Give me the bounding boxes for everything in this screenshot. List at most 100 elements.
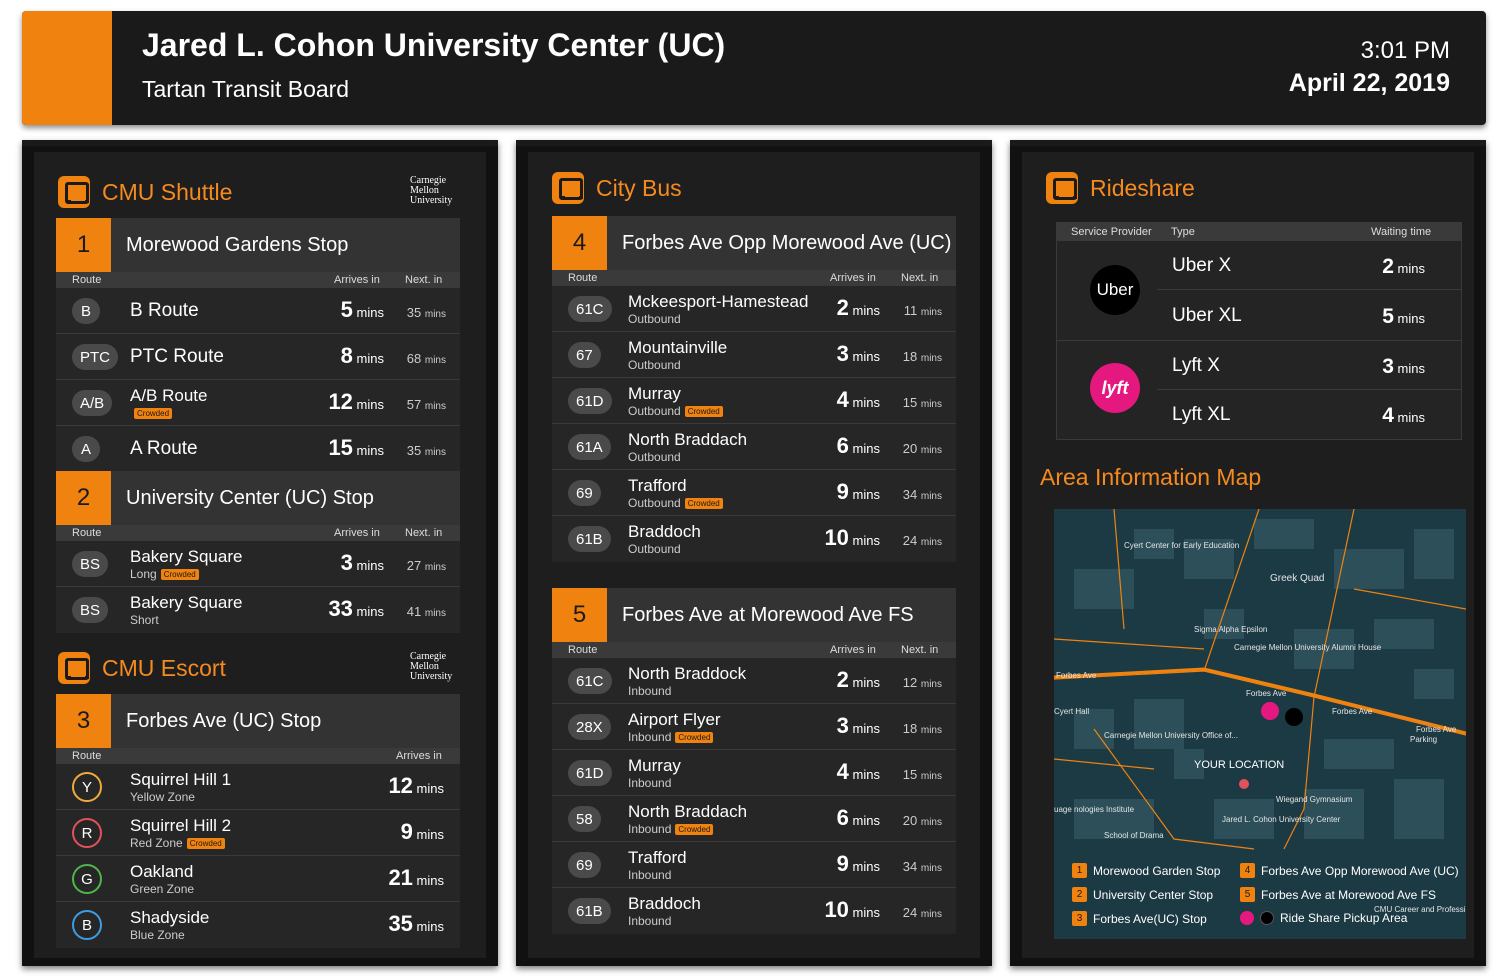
route-row[interactable]: B Shadyside Blue Zone 35 mins (56, 902, 460, 948)
next-arrival: 41 mins (396, 604, 446, 619)
route-name: Squirrel Hill 1 (130, 770, 232, 789)
arrival-unit: mins (356, 305, 384, 320)
route-row[interactable]: 69 Trafford Inbound 9 mins 34 mins (552, 842, 956, 888)
next-value: 35 (406, 443, 422, 458)
route-row[interactable]: 67 Mountainville Outbound 3 mins 18 mins (552, 332, 956, 378)
route-direction: Inbound (628, 868, 672, 882)
route-row[interactable]: 61B Braddoch Outbound 10 mins 24 mins (552, 516, 956, 562)
route-name: Airport Flyer (628, 710, 721, 729)
route-row[interactable]: 61D Murray Outbound Crowded 4 mins 15 mins (552, 378, 956, 424)
arrival-value: 3 (836, 713, 849, 738)
arrival-time: 15 mins (314, 435, 384, 461)
map-label-career: CMU Career and Professional... (1374, 905, 1466, 914)
arrival-value: 12 (388, 773, 413, 798)
route-row[interactable]: G Oakland Green Zone 21 mins (56, 856, 460, 902)
route-row[interactable]: 28X Airport Flyer Inbound Crowded 3 mins 18 m… (552, 704, 956, 750)
citybus-panel-inner: City Bus 4 Forbes Ave Opp Morewood Ave (U… (528, 152, 980, 958)
next-value: 24 (902, 533, 918, 548)
arrival-unit: mins (356, 351, 384, 366)
route-row[interactable]: 61A North Braddach Outbound 6 mins 20 mins (552, 424, 956, 470)
route-code-badge: 69 (568, 480, 601, 506)
map-label-wiegand: Wiegand Gymnasium (1276, 795, 1353, 804)
ride-row[interactable]: Uber XL 5 mins (1157, 291, 1461, 340)
route-subtitle: Inbound Crowded (628, 730, 714, 744)
next-unit: mins (920, 491, 942, 502)
route-subtitle: Outbound Crowded (628, 404, 723, 418)
provider-divider (1057, 340, 1461, 341)
next-arrival: 34 mins (892, 487, 942, 502)
map-label-office: Carnegie Mellon University Office of... (1104, 731, 1239, 740)
arrival-time: 33 mins (314, 596, 384, 622)
route-name: Murray (628, 384, 681, 403)
next-value: 68 (406, 351, 422, 366)
route-row[interactable]: BS Bakery Square Short 33 mins 41 mins (56, 587, 460, 633)
stop-number-badge: 2 (56, 471, 111, 525)
zone-badge: G (72, 864, 102, 894)
route-row[interactable]: A/B A/B Route Crowded 12 mins 57 mins (56, 380, 460, 426)
route-direction: Outbound (628, 404, 681, 418)
legend-item: 3 Forbes Ave(UC) Stop (1072, 911, 1207, 926)
route-row[interactable]: R Squirrel Hill 2 Red Zone Crowded 9 mins (56, 810, 460, 856)
route-subtitle: Outbound (628, 358, 681, 372)
route-direction: Inbound (628, 730, 672, 744)
route-row[interactable]: 61B Braddoch Inbound 10 mins 24 mins (552, 888, 956, 934)
next-value: 15 (902, 395, 918, 410)
next-value: 20 (902, 441, 918, 456)
next-arrival: 12 mins (892, 675, 942, 690)
citybus-title: City Bus (596, 174, 682, 201)
arrival-value: 3 (836, 341, 849, 366)
col-route: Route (568, 644, 598, 656)
route-row[interactable]: 61D Murray Inbound 4 mins 15 mins (552, 750, 956, 796)
arrival-unit: mins (356, 604, 384, 619)
header-accent (22, 11, 112, 125)
route-subtitle: Outbound (628, 542, 681, 556)
map-label-cyert: Cyert Center for Early Education (1124, 541, 1240, 550)
arrival-value: 6 (836, 805, 849, 830)
route-row[interactable]: BS Bakery Square Long Crowded 3 mins 27 mins (56, 541, 460, 587)
map-label-forbes: Forbes Ave (1056, 671, 1097, 680)
arrival-value: 2 (836, 667, 849, 692)
route-row[interactable]: 69 Trafford Outbound Crowded 9 mins 34 mins (552, 470, 956, 516)
next-value: 18 (902, 349, 918, 364)
rideshare-table: Service Provider Type Waiting time Uber … (1056, 222, 1462, 440)
next-unit: mins (920, 537, 942, 548)
route-row[interactable]: 61C North Braddock Inbound 2 mins 12 mins (552, 658, 956, 704)
route-name: Mountainville (628, 338, 728, 357)
rideshare-panel: Rideshare Service Provider Type Waiting … (1010, 140, 1486, 966)
area-map[interactable]: Cyert Center for Early Education Greek Q… (1054, 509, 1466, 939)
stop-name: University Center (UC) Stop (126, 487, 374, 509)
next-unit: mins (424, 355, 446, 366)
route-row[interactable]: Y Squirrel Hill 1 Yellow Zone 12 mins (56, 764, 460, 810)
map-title: Area Information Map (1040, 464, 1262, 490)
arrival-unit: mins (852, 813, 880, 828)
route-name: Mckeesport-Hamestead (628, 292, 809, 311)
stop-number-badge: 5 (552, 588, 607, 642)
uber-logo-icon[interactable]: Uber (1090, 265, 1140, 315)
next-unit: mins (920, 909, 942, 920)
next-arrival: 11 mins (892, 303, 942, 318)
shuttle-title: CMU Shuttle (102, 178, 233, 205)
ride-row[interactable]: Lyft X 3 mins (1157, 341, 1461, 390)
arrival-value: 33 (328, 596, 353, 621)
ride-row[interactable]: Lyft XL 4 mins (1157, 390, 1461, 439)
route-row[interactable]: 58 North Braddach Inbound Crowded 6 mins 20 m… (552, 796, 956, 842)
ride-row[interactable]: Uber X 2 mins (1157, 241, 1461, 290)
arrival-time: 2 mins (810, 295, 880, 321)
lyft-logo-icon[interactable]: lyft (1090, 363, 1140, 413)
shuttle-section-title: CMU Shuttle (58, 176, 232, 208)
route-subtitle: Inbound (628, 914, 671, 928)
arrival-value: 21 (388, 865, 413, 890)
route-subtitle: Inbound (628, 868, 671, 882)
route-direction: Inbound (628, 822, 672, 836)
col-next: Next. in (405, 274, 443, 286)
ride-wait: 2 mins (1382, 255, 1425, 278)
arrival-value: 4 (836, 387, 849, 412)
map-label-uc: Jared L. Cohon University Center (1222, 815, 1341, 824)
next-arrival: 57 mins (396, 397, 446, 412)
route-row[interactable]: PTC PTC Route 8 mins 68 mins (56, 334, 460, 380)
zone-badge: Y (72, 772, 102, 802)
route-row[interactable]: 61C Mckeesport-Hamestead Outbound 2 mins 11 … (552, 286, 956, 332)
route-name: Murray (628, 756, 681, 775)
